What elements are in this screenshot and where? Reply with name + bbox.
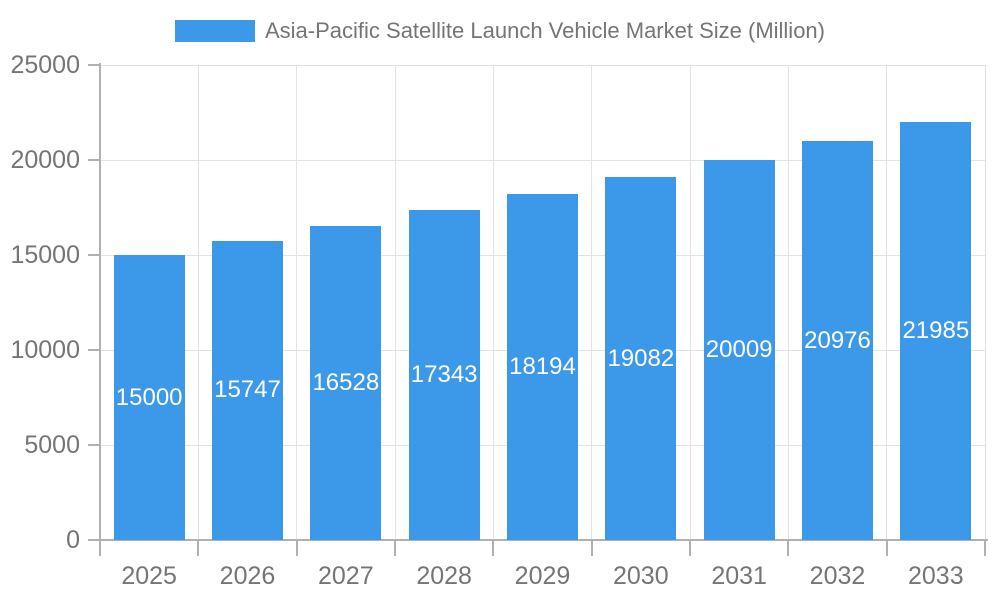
bar[interactable]: [605, 177, 677, 540]
x-tick-label: 2033: [908, 562, 964, 590]
v-gridline: [296, 65, 298, 540]
bar[interactable]: [802, 141, 873, 540]
x-tick: [689, 540, 691, 556]
v-gridline: [591, 65, 593, 540]
x-tick: [590, 540, 593, 556]
y-tick: [88, 444, 100, 446]
bar[interactable]: [310, 225, 382, 540]
x-tick-label: 2030: [613, 562, 669, 590]
y-tick: [88, 349, 100, 351]
x-axis-line: [88, 539, 988, 541]
y-tick: [88, 159, 100, 161]
y-tick: [88, 64, 100, 66]
y-tick: [88, 539, 100, 541]
v-gridline: [886, 65, 888, 540]
y-tick-label: 10000: [10, 336, 80, 364]
x-tick-label: 2032: [809, 562, 866, 590]
legend-label: Asia-Pacific Satellite Launch Vehicle Ma…: [264, 18, 825, 43]
v-gridline: [394, 65, 396, 540]
bar[interactable]: [113, 255, 185, 540]
x-tick-label: 2027: [318, 562, 374, 590]
x-tick: [984, 540, 986, 556]
bar-value-label: 20976: [804, 326, 871, 354]
x-tick-label: 2029: [514, 562, 571, 590]
x-tick: [295, 540, 298, 556]
bar-value-label: 19082: [607, 344, 675, 372]
x-tick: [99, 540, 101, 556]
y-tick-label: 15000: [10, 241, 80, 269]
bar[interactable]: [507, 194, 578, 540]
bar-value-label: 17343: [410, 361, 478, 389]
x-tick: [492, 540, 495, 556]
x-tick-label: 2026: [219, 562, 276, 590]
h-gridline: [100, 64, 985, 66]
y-tick-label: 0: [66, 526, 80, 554]
y-tick-label: 5000: [24, 431, 80, 459]
y-tick-label: 20000: [10, 146, 80, 174]
v-gridline: [492, 65, 494, 540]
v-gridline: [197, 65, 199, 540]
x-tick-label: 2028: [416, 562, 472, 590]
bar[interactable]: [703, 159, 775, 540]
bar-value-label: 20009: [705, 335, 773, 363]
x-tick: [787, 540, 790, 556]
v-gridline: [787, 65, 789, 540]
bar[interactable]: [212, 240, 283, 540]
h-gridline: [100, 159, 985, 161]
bar-value-label: 15747: [214, 376, 281, 404]
legend-swatch: [174, 20, 255, 42]
x-tick-label: 2031: [711, 562, 767, 590]
y-axis-line: [99, 63, 101, 540]
bar-value-label: 16528: [312, 368, 380, 396]
bar[interactable]: [900, 122, 972, 540]
bar-value-label: 21985: [902, 317, 970, 345]
y-tick: [88, 254, 100, 256]
v-gridline: [689, 65, 691, 540]
bar[interactable]: [408, 210, 480, 540]
v-gridline: [984, 65, 986, 540]
x-tick-label: 2025: [121, 562, 177, 590]
legend[interactable]: Asia-Pacific Satellite Launch Vehicle Ma…: [0, 18, 1000, 44]
x-tick: [394, 540, 396, 556]
y-tick-label: 25000: [10, 51, 80, 79]
x-tick: [197, 540, 200, 556]
bar-value-label: 18194: [509, 353, 576, 381]
x-tick: [885, 540, 888, 556]
bar-value-label: 15000: [115, 383, 183, 411]
